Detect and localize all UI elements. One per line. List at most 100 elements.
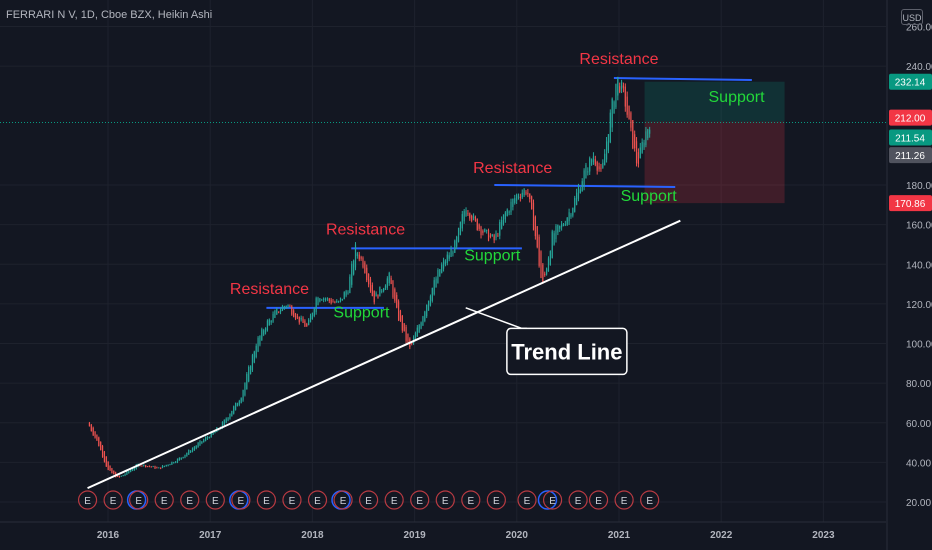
candle-body: [324, 298, 327, 300]
position-zones: [644, 81, 785, 204]
candle-body: [559, 225, 561, 229]
earnings-marker-label: E: [161, 496, 168, 507]
price-tick-label: 140.00: [906, 260, 932, 271]
candle-body: [459, 221, 462, 235]
candle-body: [105, 456, 107, 467]
candle-body: [405, 327, 407, 341]
earnings-marker[interactable]: [435, 490, 455, 510]
candle-body: [309, 315, 312, 323]
earnings-marker-label: E: [493, 496, 500, 507]
earnings-marker[interactable]: [588, 490, 609, 510]
earnings-marker-ring[interactable]: [537, 490, 558, 510]
price-tick-label: 260.00: [906, 23, 932, 34]
candle-body: [617, 76, 619, 96]
earnings-marker-label: E: [621, 496, 628, 507]
candle-body: [103, 451, 106, 462]
earnings-marker[interactable]: [614, 490, 634, 510]
candle-body: [643, 142, 645, 148]
price-label-bg: [889, 129, 932, 146]
price-label-bg: [889, 195, 932, 212]
earnings-marker-label: E: [289, 496, 296, 507]
earnings-marker[interactable]: [486, 490, 506, 510]
candle-body: [193, 447, 195, 451]
earnings-marker[interactable]: [410, 490, 430, 510]
earnings-marker-label: E: [314, 496, 321, 507]
candle-body: [124, 473, 126, 476]
earnings-marker[interactable]: [154, 490, 174, 510]
candle-body: [641, 142, 643, 153]
resistance-level-line[interactable]: [494, 184, 676, 188]
callout-box[interactable]: [506, 327, 628, 376]
candle-body: [116, 474, 119, 477]
support-label: Support: [464, 247, 521, 264]
candle-body: [532, 202, 535, 231]
candle-body: [208, 436, 210, 439]
earnings-marker[interactable]: [542, 490, 563, 510]
candle-body: [542, 264, 544, 283]
candle-body: [568, 212, 570, 222]
candle-body: [131, 469, 134, 471]
earnings-marker[interactable]: [307, 490, 328, 510]
earnings-marker-label: E: [263, 496, 270, 507]
candle-body: [221, 422, 224, 429]
candle-body: [161, 465, 164, 469]
candle-body: [472, 215, 475, 219]
earnings-marker[interactable]: [77, 490, 98, 510]
candle-body: [158, 467, 160, 469]
earnings-marker[interactable]: [461, 490, 481, 510]
candle-body: [611, 98, 613, 128]
resistance-label: Resistance: [230, 281, 309, 298]
time-tick-label: 2016: [97, 530, 120, 541]
trend-line[interactable]: [87, 219, 681, 490]
trend-line-path[interactable]: [87, 219, 681, 490]
earnings-marker-label: E: [646, 496, 653, 507]
candle-body: [557, 224, 559, 233]
candle-body: [150, 466, 152, 468]
earnings-marker[interactable]: [231, 490, 251, 510]
earnings-marker[interactable]: [205, 490, 225, 510]
earnings-marker[interactable]: [103, 490, 123, 510]
candle-body: [182, 456, 184, 459]
earnings-marker[interactable]: [640, 490, 660, 510]
candle-body: [206, 436, 209, 440]
earnings-marker[interactable]: [359, 490, 379, 510]
candle-body: [396, 294, 398, 308]
candle-body: [379, 286, 381, 297]
candle-body: [523, 189, 525, 196]
earnings-marker[interactable]: [180, 490, 200, 510]
candle-body: [551, 231, 553, 258]
earnings-marker-label: E: [135, 496, 142, 507]
candle-body: [598, 166, 600, 170]
candle-body: [562, 224, 565, 226]
candle-body: [345, 291, 347, 296]
earnings-marker[interactable]: [256, 490, 277, 510]
earnings-marker[interactable]: [333, 490, 353, 510]
candle-body: [338, 300, 340, 302]
time-tick-label: 2019: [403, 530, 426, 541]
candle-body: [381, 290, 383, 292]
resistance-level-line[interactable]: [613, 77, 752, 81]
earnings-marker[interactable]: [129, 490, 149, 510]
candle-body: [133, 467, 136, 471]
candle-body: [360, 256, 362, 259]
candle-body: [377, 294, 379, 298]
earnings-marker[interactable]: [384, 490, 404, 510]
candle-body: [546, 268, 548, 275]
earnings-marker[interactable]: [282, 490, 302, 510]
candle-body: [510, 201, 512, 213]
candle-body: [234, 402, 237, 410]
candle-body: [302, 318, 304, 323]
candle-body: [283, 306, 285, 309]
earnings-marker-label: E: [186, 496, 193, 507]
earnings-marker[interactable]: [517, 490, 537, 510]
candle-body: [407, 333, 409, 344]
candle-body: [176, 458, 179, 463]
currency-badge[interactable]: USD: [901, 9, 923, 25]
earnings-marker[interactable]: [568, 490, 588, 510]
candle-body: [369, 279, 372, 291]
candle-body: [516, 194, 518, 201]
candle-body: [429, 296, 432, 306]
candle-body: [364, 262, 366, 273]
